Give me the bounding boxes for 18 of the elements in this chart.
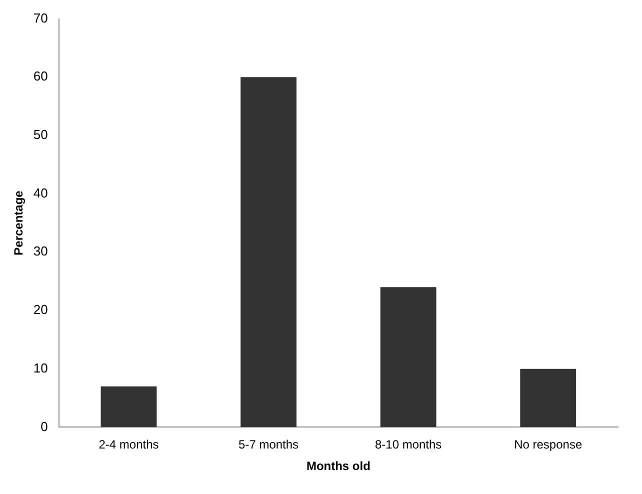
x-tick-label: No response (514, 438, 582, 452)
x-tick-label: 2-4 months (98, 438, 159, 452)
y-tick-label: 0 (40, 418, 48, 434)
bar (380, 287, 436, 428)
y-tick-label: 40 (33, 185, 48, 200)
y-tick-label: 10 (33, 360, 48, 376)
y-tick-label: 20 (33, 302, 48, 318)
y-tick-label: 30 (33, 244, 48, 259)
x-tick-label: 5-7 months (238, 438, 299, 452)
x-tick-label: 8-10 months (374, 438, 442, 452)
y-tick-label: 70 (33, 10, 48, 26)
bar (520, 368, 576, 428)
bar (100, 386, 157, 428)
y-tick-label: 60 (33, 68, 48, 84)
bar (240, 77, 296, 428)
y-tick-label: 50 (33, 127, 48, 142)
x-axis-title: Months old (306, 459, 370, 474)
y-axis-title: Percentage (12, 190, 26, 256)
